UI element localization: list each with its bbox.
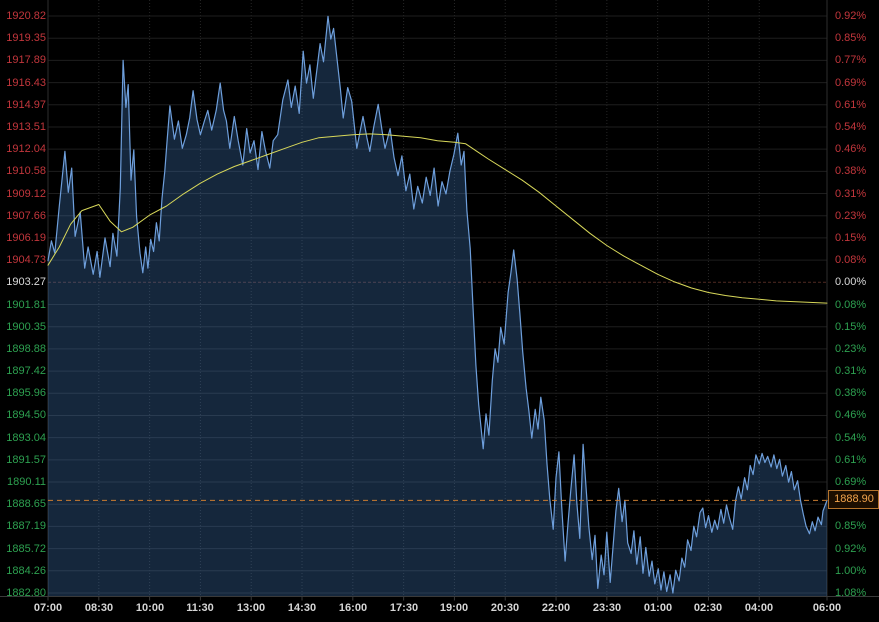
right-axis-label: 0.85% [835,520,867,532]
right-axis-label: 0.23% [835,210,867,222]
left-axis-label: 1893.04 [6,432,46,444]
right-axis-label: 0.46% [835,409,867,421]
price-line [47,15,828,594]
left-axis-label: 1920.82 [6,10,46,22]
left-axis-label: 1888.65 [6,498,46,510]
left-axis-label: 1897.42 [6,365,46,377]
left-axis-label: 1909.12 [6,188,46,200]
left-axis-label: 1917.89 [6,54,46,66]
right-axis-label: 0.54% [835,432,867,444]
price-area [48,16,827,597]
left-axis-label: 1898.88 [6,343,46,355]
time-axis-label: 07:00 [33,602,63,614]
time-axis-label: 23:30 [592,602,622,614]
right-axis-label: 0.31% [835,365,867,377]
left-axis-label: 1894.50 [6,409,46,421]
time-axis-label: 20:30 [490,602,520,614]
left-axis-label: 1885.72 [6,543,46,555]
time-axis-label: 01:00 [643,602,673,614]
left-axis-label: 1900.35 [6,321,46,333]
right-axis-label: 0.15% [835,232,867,244]
right-axis-label: 0.77% [835,54,867,66]
time-axis-label: 08:30 [84,602,114,614]
left-axis-label: 1887.19 [6,520,46,532]
left-axis-label: 1895.96 [6,387,46,399]
right-axis-label: 0.92% [835,543,867,555]
left-axis-label: 1890.11 [7,476,46,488]
left-axis-label: 1903.27 [6,276,46,288]
left-axis-label: 1906.19 [6,232,46,244]
time-axis-label: 10:00 [135,602,165,614]
moving-average-line [47,133,828,304]
left-axis-label: 1919.35 [6,32,46,44]
right-axis-label: 0.61% [835,454,867,466]
left-axis-label: 1912.04 [6,143,46,155]
left-axis-label: 1882.80 [6,587,46,599]
left-axis-label: 1913.51 [6,121,46,133]
right-axis-label: 1.00% [835,565,867,577]
left-axis-label: 1891.57 [6,454,46,466]
right-axis-label: 0.46% [835,143,867,155]
current-price-value: 1888.90 [834,493,874,505]
right-axis-label: 0.85% [835,32,867,44]
left-axis-label: 1904.73 [6,254,46,266]
right-axis-label: 0.08% [835,254,867,266]
time-axis-label: 02:30 [693,602,723,614]
time-axis-label: 13:00 [236,602,266,614]
right-axis-label: 0.15% [835,321,867,333]
right-axis-label: 0.92% [835,10,867,22]
left-axis-label: 1901.81 [6,299,46,311]
time-axis-label: 06:00 [812,602,842,614]
time-axis-label: 17:30 [389,602,419,614]
time-axis-label: 11:30 [186,602,214,614]
time-axis-label: 22:00 [541,602,571,614]
right-axis-label: 0.00% [835,276,867,288]
right-axis-label: 0.38% [835,165,867,177]
left-axis-label: 1884.26 [6,565,46,577]
right-axis-label: 1.08% [835,587,867,599]
time-axis-label: 16:00 [338,602,368,614]
right-axis-label: 0.08% [835,299,867,311]
time-axis-label: 04:00 [744,602,774,614]
current-price-tag: 1888.90 [828,490,879,509]
right-axis-label: 0.61% [835,99,867,111]
right-axis-label: 0.31% [835,188,867,200]
right-axis-label: 0.23% [835,343,867,355]
time-axis-label: 19:00 [439,602,469,614]
right-axis-label: 0.54% [835,121,867,133]
left-axis-label: 1907.66 [6,210,46,222]
left-axis-label: 1914.97 [6,99,46,111]
left-axis-label: 1916.43 [6,77,46,89]
right-axis-label: 0.69% [835,476,867,488]
right-axis-label: 0.69% [835,77,867,89]
left-axis-label: 1910.58 [6,165,46,177]
time-axis-label: 14:30 [287,602,317,614]
right-axis-label: 0.38% [835,387,867,399]
